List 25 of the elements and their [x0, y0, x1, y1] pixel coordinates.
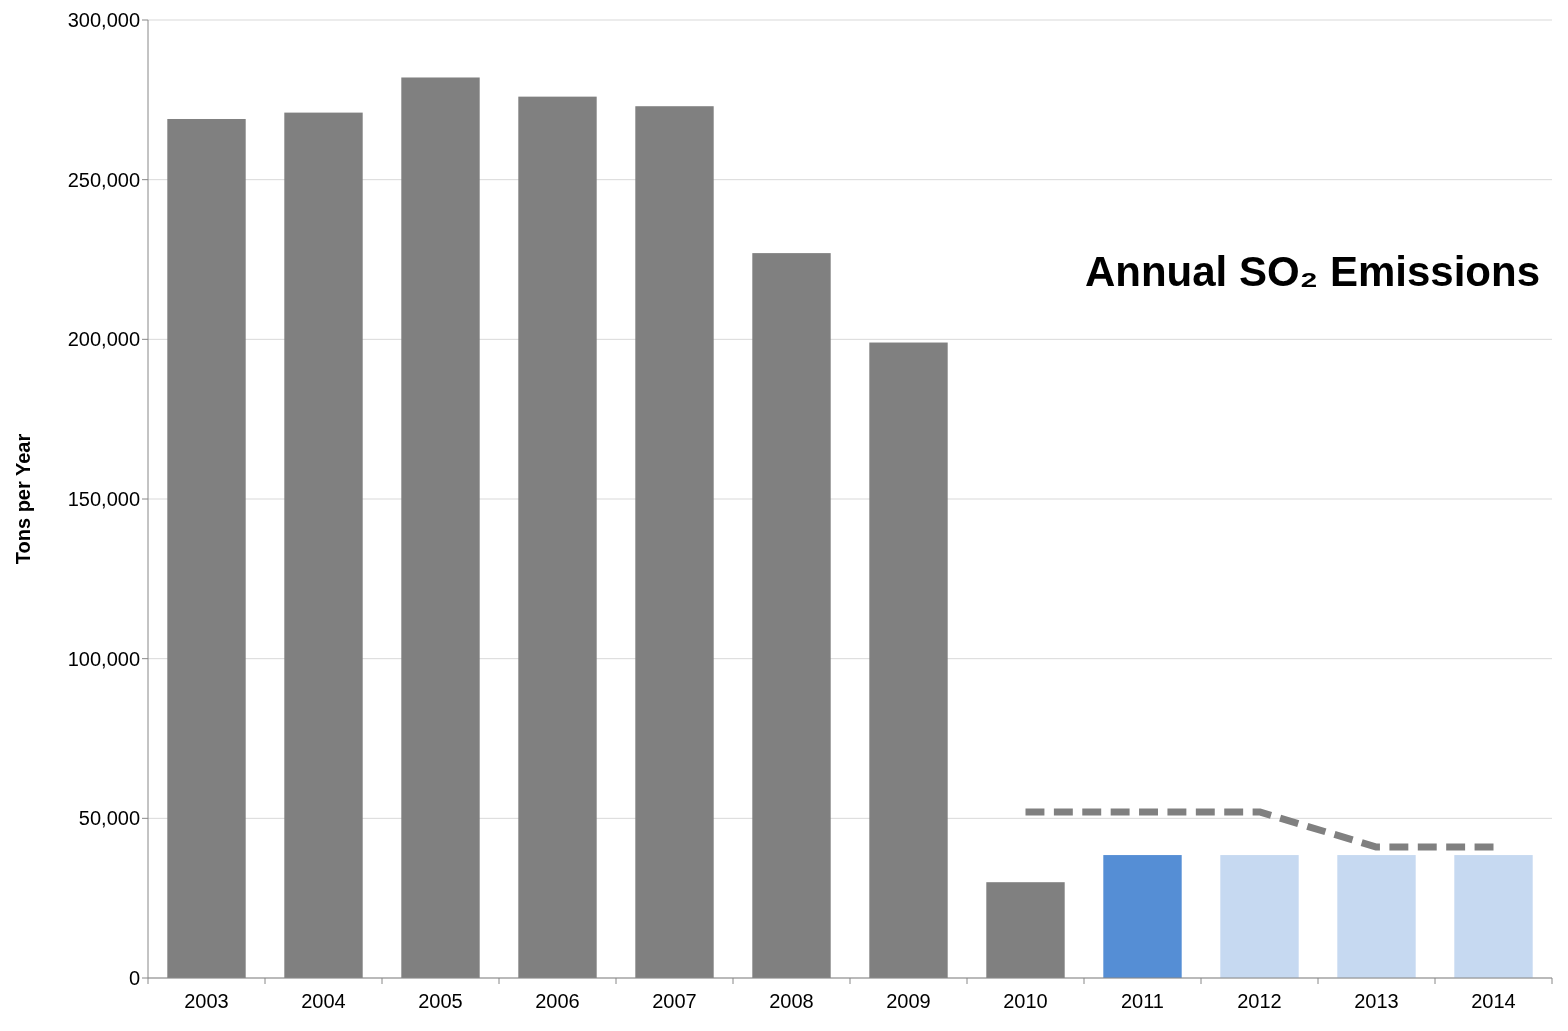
y-axis-title: Tons per Year [12, 433, 34, 565]
y-tick-label: 0 [128, 967, 140, 989]
x-tick-label: 2009 [886, 990, 931, 1012]
bar [1220, 855, 1299, 978]
text: Annual SO₂ Emissions [1084, 248, 1540, 295]
x-tick-label: 2005 [418, 990, 463, 1012]
y-tick-label: 50,000 [78, 807, 140, 830]
x-tick-label: 2011 [1120, 990, 1165, 1012]
y-tick-label: 200,000 [67, 328, 140, 351]
bar [1337, 855, 1416, 978]
x-tick-label: 2014 [1471, 990, 1516, 1012]
x-tick-label: 2010 [1003, 990, 1048, 1012]
x-tick-label: 2008 [769, 990, 814, 1012]
y-tick-label: 150,000 [67, 488, 140, 510]
x-tick-label: 2004 [301, 990, 346, 1012]
y-tick-label: 100,000 [67, 647, 140, 670]
x-tick-label: 2006 [535, 990, 580, 1012]
y-tick-label: 300,000 [67, 9, 140, 31]
x-tick-label: 2012 [1237, 990, 1282, 1012]
x-tick-label: 2007 [652, 990, 697, 1012]
x-tick-label: 2003 [184, 990, 229, 1012]
y-tick-label: 250,000 [67, 168, 140, 191]
bar [1454, 855, 1533, 978]
bar [1103, 855, 1182, 978]
x-tick-label: 2013 [1354, 990, 1399, 1012]
